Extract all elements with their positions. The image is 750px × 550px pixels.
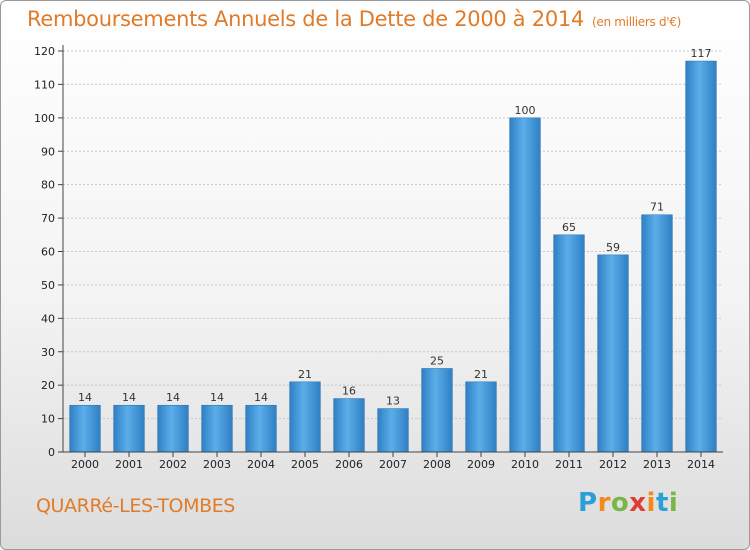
y-tick-label: 0 — [48, 446, 55, 459]
y-tick-label: 90 — [41, 145, 55, 158]
chart-title-text: Remboursements Annuels de la Dette de 20… — [27, 7, 584, 31]
logo-letter: P — [578, 488, 598, 518]
value-label-2014: 117 — [691, 47, 712, 60]
value-label-2004: 14 — [254, 391, 268, 404]
y-tick-label: 100 — [34, 112, 55, 125]
bar-2006 — [333, 398, 365, 453]
x-tick-label-2008: 2008 — [423, 458, 451, 471]
y-tick-label: 30 — [41, 346, 55, 359]
bar-2008 — [421, 368, 453, 453]
y-tick-label: 120 — [34, 45, 55, 58]
bar-2007 — [377, 408, 409, 453]
x-tick-label-2000: 2000 — [71, 458, 99, 471]
value-label-2005: 21 — [298, 368, 312, 381]
proxiti-logo: Proxiti — [578, 488, 678, 518]
value-label-2003: 14 — [210, 391, 224, 404]
value-label-2011: 65 — [562, 221, 576, 234]
bar-2011 — [553, 234, 585, 453]
bar-2001 — [113, 404, 145, 453]
y-tick-label: 60 — [41, 246, 55, 259]
logo-letter: x — [629, 488, 647, 518]
chart-title: Remboursements Annuels de la Dette de 20… — [27, 7, 681, 31]
x-tick-label-2006: 2006 — [335, 458, 363, 471]
y-tick-label: 70 — [41, 212, 55, 225]
bar-2003 — [201, 404, 233, 453]
bar-2002 — [157, 404, 189, 453]
chart-unit: (en milliers d'€) — [592, 15, 682, 29]
x-tick-label-2005: 2005 — [291, 458, 319, 471]
x-tick-label-2012: 2012 — [599, 458, 627, 471]
y-tick-label: 20 — [41, 379, 55, 392]
value-label-2009: 21 — [474, 368, 488, 381]
value-label-2001: 14 — [122, 391, 136, 404]
value-label-2010: 100 — [515, 104, 536, 117]
bar-2004 — [245, 404, 277, 453]
value-label-2007: 13 — [386, 395, 400, 408]
x-tick-label-2013: 2013 — [643, 458, 671, 471]
value-label-2002: 14 — [166, 391, 180, 404]
bar-2010 — [509, 117, 541, 453]
bar-2005 — [289, 381, 321, 453]
value-label-2000: 14 — [78, 391, 92, 404]
value-label-2013: 71 — [650, 201, 664, 214]
logo-letter: r — [597, 488, 611, 518]
x-tick-label-2001: 2001 — [115, 458, 143, 471]
logo-letter: i — [668, 488, 679, 518]
value-label-2006: 16 — [342, 385, 356, 398]
bar-2009 — [465, 381, 497, 453]
x-tick-label-2010: 2010 — [511, 458, 539, 471]
y-tick-label: 40 — [41, 312, 55, 325]
x-tick-label-2007: 2007 — [379, 458, 407, 471]
x-tick-label-2002: 2002 — [159, 458, 187, 471]
bar-2000 — [69, 404, 101, 453]
commune-name: QUARRé-LES-TOMBES — [36, 495, 235, 517]
logo-letter: t — [655, 488, 669, 518]
bar-2012 — [597, 254, 629, 453]
x-tick-label-2011: 2011 — [555, 458, 583, 471]
x-tick-label-2009: 2009 — [467, 458, 495, 471]
x-tick-label-2004: 2004 — [247, 458, 275, 471]
logo-letter: o — [610, 488, 630, 518]
y-tick-label: 50 — [41, 279, 55, 292]
x-tick-label-2014: 2014 — [687, 458, 715, 471]
x-tick-label-2003: 2003 — [203, 458, 231, 471]
value-label-2012: 59 — [606, 241, 620, 254]
y-tick-label: 110 — [34, 78, 55, 91]
y-tick-label: 10 — [41, 413, 55, 426]
logo-letter: i — [646, 488, 656, 518]
y-tick-label: 80 — [41, 179, 55, 192]
value-label-2008: 25 — [430, 354, 444, 367]
bar-2013 — [641, 214, 673, 453]
bar-2014 — [685, 60, 717, 453]
